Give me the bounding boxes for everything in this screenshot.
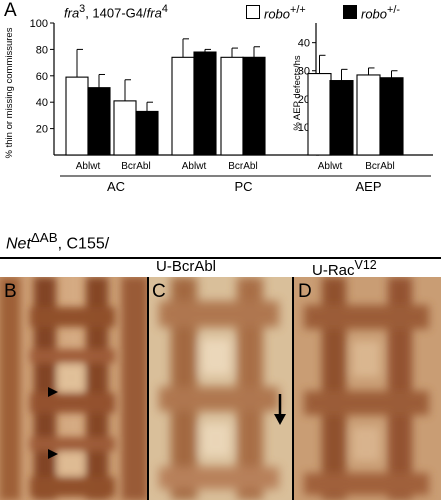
bar — [242, 56, 266, 156]
y-tick-label: 100 — [30, 18, 48, 30]
panel-label-c: U-BcrAbl — [156, 258, 217, 275]
bar — [193, 51, 217, 156]
panel-letter-c: C — [152, 281, 166, 302]
group-label: AC — [107, 179, 125, 194]
category-label: BcrAbl — [365, 161, 394, 172]
bar — [356, 74, 381, 156]
y-axis-label: % AEP defects/hs — [292, 55, 303, 131]
bar — [65, 76, 89, 156]
micrograph-c: C — [149, 277, 292, 500]
panel-separator — [292, 277, 294, 500]
y-tick-label: 20 — [298, 94, 310, 106]
y-tick-label: 20 — [36, 124, 48, 136]
bar — [87, 87, 111, 156]
legend-label-robo-het: robo+/- — [361, 4, 400, 22]
bar — [135, 110, 159, 156]
arrowhead-icon — [48, 387, 58, 397]
y-tick-label: 10 — [298, 122, 310, 134]
panel-separator — [147, 277, 149, 500]
bar — [329, 80, 354, 156]
panel-letter-a: A — [4, 0, 17, 21]
arrow-down-icon — [274, 394, 286, 425]
panel-letter-b: B — [4, 281, 17, 302]
bar — [113, 100, 137, 156]
group-label: AEP — [355, 179, 381, 194]
genotype-label-a: fra3, 1407-G4/fra4 — [64, 3, 168, 21]
category-label: BcrAbl — [228, 161, 257, 172]
y-tick-label: 40 — [298, 38, 310, 50]
arrowhead-icon — [48, 449, 58, 459]
y-tick-label: 80 — [36, 44, 48, 56]
category-label: Ablwt — [182, 161, 207, 172]
category-label: BcrAbl — [121, 161, 150, 172]
legend-swatch-robo-wt — [246, 5, 260, 19]
panel-label-d: U-RacV12 — [312, 258, 377, 279]
micrograph-b: B — [0, 277, 147, 500]
legend-label-robo-wt: robo+/+ — [264, 4, 306, 22]
legend: robo+/+ robo+/- — [246, 4, 436, 22]
panel-letter-d: D — [298, 281, 312, 302]
micrograph-d: D — [294, 277, 441, 500]
genotype-label-lower: NetΔAB, C155/ — [6, 230, 110, 253]
micrograph-d-image — [294, 277, 441, 500]
y-axis-label: % thin or missing commissures — [4, 27, 15, 158]
legend-swatch-robo-het — [343, 5, 357, 19]
group-label: PC — [234, 179, 252, 194]
category-label: Ablwt — [318, 161, 343, 172]
section-divider — [0, 257, 441, 259]
y-tick-label: 30 — [298, 66, 310, 78]
micrograph-b-image — [0, 277, 147, 500]
category-label: Ablwt — [76, 161, 101, 172]
micrograph-c-image — [149, 277, 292, 500]
bar — [220, 56, 244, 156]
bar — [379, 77, 404, 156]
y-tick-label: 40 — [36, 97, 48, 109]
bar-charts: 20 40 60 80 100 % thin or missing commissures… — [4, 18, 433, 194]
y-tick-label: 60 — [36, 71, 48, 83]
bar — [307, 73, 332, 156]
bar — [171, 56, 195, 156]
